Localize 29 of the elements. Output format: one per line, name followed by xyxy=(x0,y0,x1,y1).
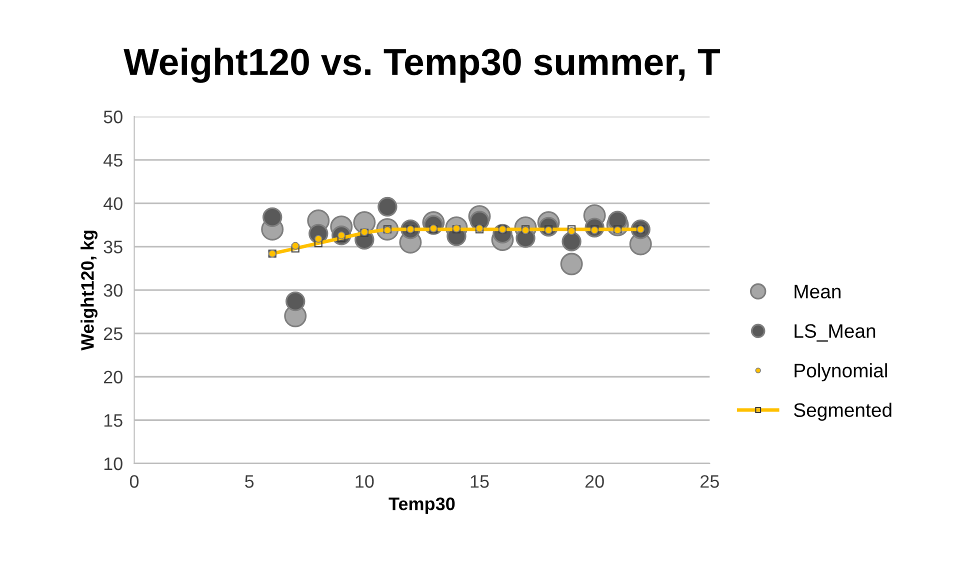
y-tick-label: 40 xyxy=(103,197,122,210)
x-tick-label: 10 xyxy=(356,475,374,488)
y-tick-label: 10 xyxy=(104,457,122,470)
point xyxy=(262,207,282,228)
point xyxy=(378,196,398,217)
legend-label: Mean xyxy=(794,284,840,298)
y-axis-title: Weight120, kg xyxy=(80,230,98,351)
y-tick-label: 35 xyxy=(104,240,122,254)
x-tick-label: 0 xyxy=(130,475,139,488)
x-tick-label: 5 xyxy=(245,475,254,488)
point xyxy=(560,252,583,276)
y-tick-label: 50 xyxy=(104,110,122,124)
point xyxy=(314,234,322,243)
point xyxy=(286,291,306,312)
legend-label: Polynomial xyxy=(794,363,887,382)
y-tick-label: 20 xyxy=(104,370,122,384)
x-tick-label: 25 xyxy=(700,475,719,488)
chart-title: Weight120 vs. Temp30 summer, T xyxy=(124,48,720,83)
x-axis-title: Temp30 xyxy=(388,497,455,514)
x-tick-label: 15 xyxy=(470,475,489,488)
x-tick-label: 20 xyxy=(585,475,604,488)
y-tick-label: 45 xyxy=(103,154,122,167)
legend-label: Segmented xyxy=(794,402,892,421)
y-tick-label: 15 xyxy=(104,414,122,427)
legend-label: LS_Mean xyxy=(794,324,876,342)
point xyxy=(291,242,300,250)
point xyxy=(562,232,582,252)
y-tick-label: 30 xyxy=(104,284,122,297)
y-tick-label: 25 xyxy=(104,327,122,340)
